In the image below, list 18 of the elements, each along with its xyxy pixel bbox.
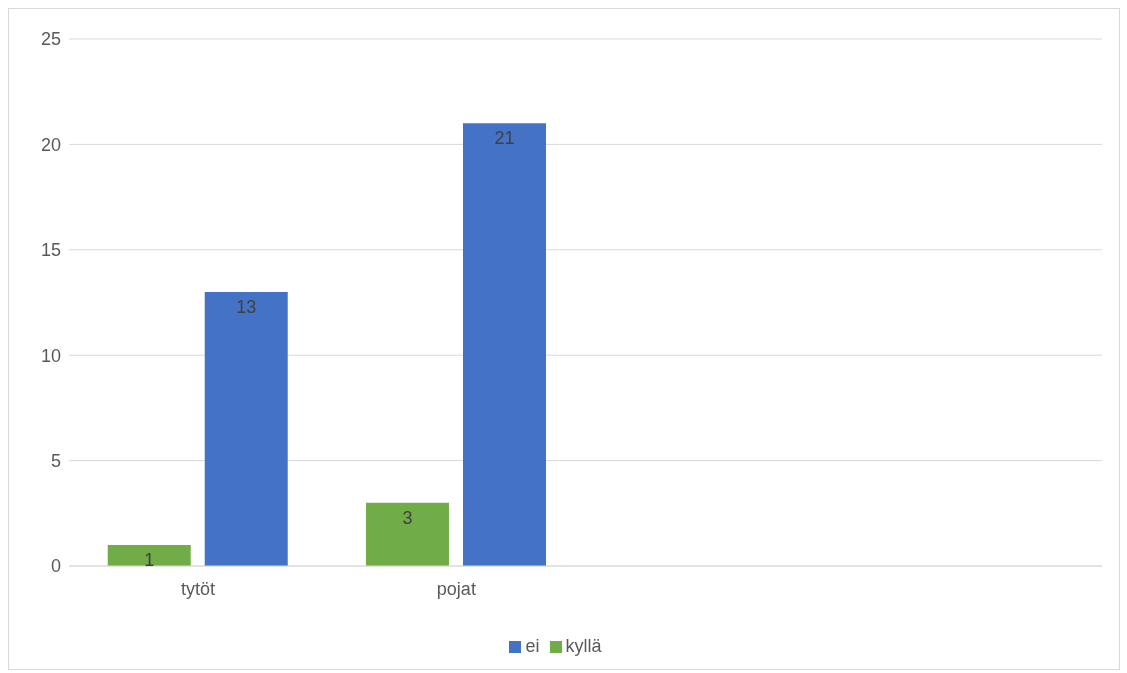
y-tick-label: 0: [50, 556, 61, 577]
legend-label: kyllä: [565, 636, 602, 656]
data-label: 3: [402, 507, 413, 528]
y-tick-label: 5: [50, 450, 61, 471]
data-label: 21: [494, 128, 515, 149]
y-tick-label: 20: [40, 134, 61, 155]
data-label: 13: [236, 296, 257, 317]
y-tick-label: 15: [40, 240, 61, 261]
x-tick-label: pojat: [436, 578, 476, 599]
bar: [462, 123, 546, 566]
x-tick-label: tytöt: [181, 578, 216, 599]
data-label: 1: [144, 549, 155, 570]
y-tick-label: 25: [40, 29, 61, 50]
bar: [365, 502, 449, 566]
y-tick-label: 10: [40, 345, 61, 366]
legend-label: ei: [525, 636, 540, 656]
bar: [107, 544, 191, 566]
bar: [204, 291, 288, 566]
